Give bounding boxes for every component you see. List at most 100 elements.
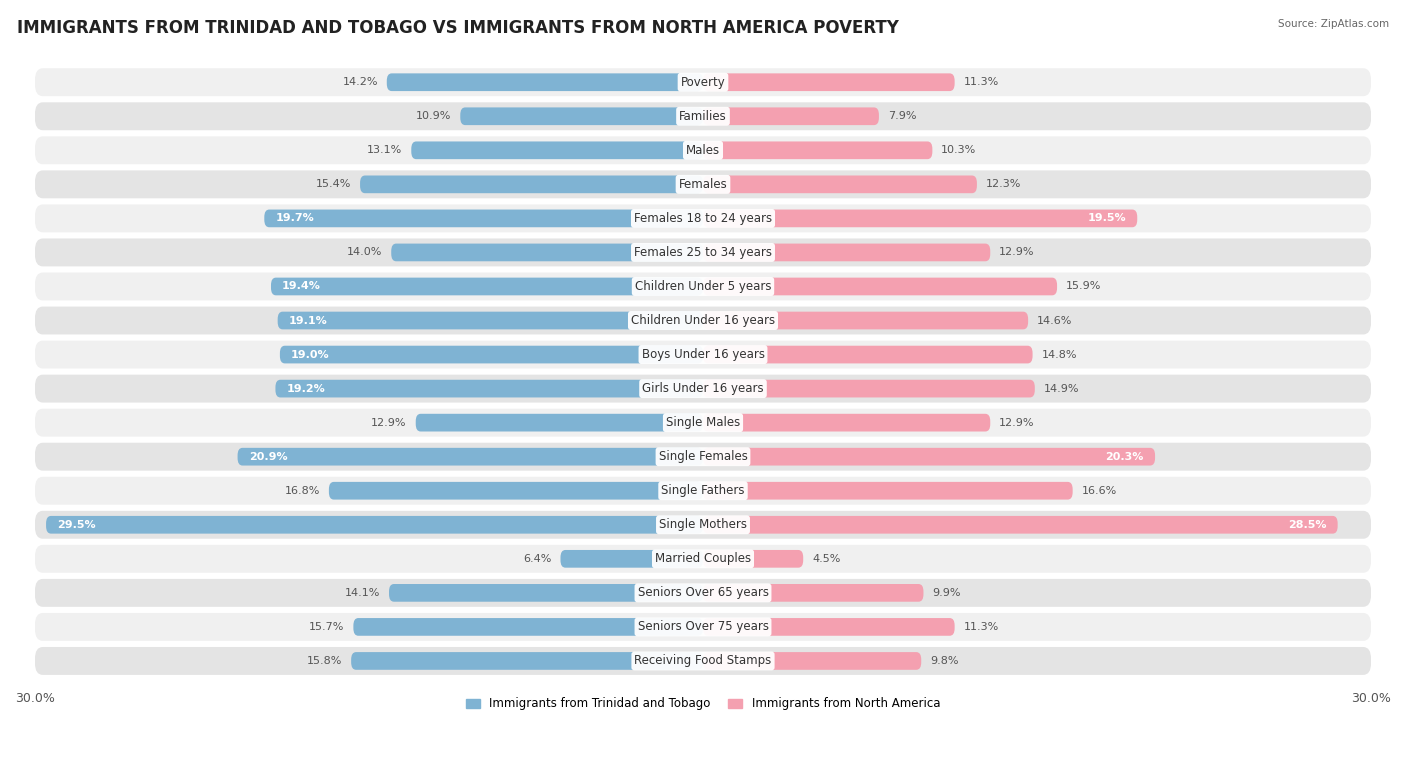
FancyBboxPatch shape (460, 108, 703, 125)
Text: 15.8%: 15.8% (307, 656, 342, 666)
FancyBboxPatch shape (276, 380, 703, 397)
FancyBboxPatch shape (35, 306, 1371, 334)
Text: 15.7%: 15.7% (309, 622, 344, 632)
Text: 19.4%: 19.4% (283, 281, 321, 292)
FancyBboxPatch shape (412, 142, 703, 159)
FancyBboxPatch shape (703, 277, 1057, 296)
Text: 20.3%: 20.3% (1105, 452, 1144, 462)
Text: 14.6%: 14.6% (1038, 315, 1073, 325)
Text: 14.2%: 14.2% (343, 77, 378, 87)
Text: Boys Under 16 years: Boys Under 16 years (641, 348, 765, 361)
Text: Females: Females (679, 178, 727, 191)
Text: 11.3%: 11.3% (963, 622, 998, 632)
FancyBboxPatch shape (35, 136, 1371, 164)
FancyBboxPatch shape (703, 448, 1156, 465)
FancyBboxPatch shape (35, 511, 1371, 539)
Text: 12.9%: 12.9% (371, 418, 406, 428)
Text: 28.5%: 28.5% (1288, 520, 1326, 530)
Text: 19.2%: 19.2% (287, 384, 325, 393)
FancyBboxPatch shape (703, 550, 803, 568)
Text: IMMIGRANTS FROM TRINIDAD AND TOBAGO VS IMMIGRANTS FROM NORTH AMERICA POVERTY: IMMIGRANTS FROM TRINIDAD AND TOBAGO VS I… (17, 19, 898, 37)
FancyBboxPatch shape (703, 312, 1028, 330)
Text: 13.1%: 13.1% (367, 146, 402, 155)
FancyBboxPatch shape (280, 346, 703, 363)
FancyBboxPatch shape (360, 176, 703, 193)
Text: Seniors Over 75 years: Seniors Over 75 years (637, 620, 769, 634)
Text: Families: Families (679, 110, 727, 123)
Text: Single Males: Single Males (666, 416, 740, 429)
Text: 6.4%: 6.4% (523, 554, 551, 564)
Text: Males: Males (686, 144, 720, 157)
Text: 4.5%: 4.5% (813, 554, 841, 564)
FancyBboxPatch shape (46, 516, 703, 534)
FancyBboxPatch shape (35, 477, 1371, 505)
Text: Children Under 16 years: Children Under 16 years (631, 314, 775, 327)
FancyBboxPatch shape (416, 414, 703, 431)
Text: 19.0%: 19.0% (291, 349, 329, 359)
Text: 19.1%: 19.1% (288, 315, 328, 325)
FancyBboxPatch shape (277, 312, 703, 330)
Text: Single Females: Single Females (658, 450, 748, 463)
Text: Females 18 to 24 years: Females 18 to 24 years (634, 212, 772, 225)
Text: Poverty: Poverty (681, 76, 725, 89)
FancyBboxPatch shape (703, 209, 1137, 227)
Text: 14.0%: 14.0% (347, 247, 382, 258)
Text: 12.3%: 12.3% (986, 180, 1021, 190)
FancyBboxPatch shape (703, 584, 924, 602)
Text: 9.9%: 9.9% (932, 588, 960, 598)
FancyBboxPatch shape (703, 516, 1337, 534)
FancyBboxPatch shape (271, 277, 703, 296)
FancyBboxPatch shape (35, 613, 1371, 641)
FancyBboxPatch shape (238, 448, 703, 465)
Text: Single Mothers: Single Mothers (659, 518, 747, 531)
FancyBboxPatch shape (703, 380, 1035, 397)
Text: 7.9%: 7.9% (887, 111, 917, 121)
Text: 14.8%: 14.8% (1042, 349, 1077, 359)
Text: 10.3%: 10.3% (941, 146, 977, 155)
Text: Females 25 to 34 years: Females 25 to 34 years (634, 246, 772, 259)
FancyBboxPatch shape (561, 550, 703, 568)
FancyBboxPatch shape (35, 68, 1371, 96)
FancyBboxPatch shape (387, 74, 703, 91)
Text: 14.1%: 14.1% (344, 588, 380, 598)
FancyBboxPatch shape (35, 409, 1371, 437)
FancyBboxPatch shape (264, 209, 703, 227)
Text: 10.9%: 10.9% (416, 111, 451, 121)
FancyBboxPatch shape (703, 176, 977, 193)
FancyBboxPatch shape (703, 346, 1032, 363)
Text: Girls Under 16 years: Girls Under 16 years (643, 382, 763, 395)
Text: 15.9%: 15.9% (1066, 281, 1101, 292)
FancyBboxPatch shape (35, 205, 1371, 233)
Text: 29.5%: 29.5% (58, 520, 96, 530)
Text: 12.9%: 12.9% (1000, 247, 1035, 258)
FancyBboxPatch shape (35, 647, 1371, 675)
Legend: Immigrants from Trinidad and Tobago, Immigrants from North America: Immigrants from Trinidad and Tobago, Imm… (461, 693, 945, 716)
Text: 16.6%: 16.6% (1081, 486, 1116, 496)
FancyBboxPatch shape (703, 243, 990, 262)
FancyBboxPatch shape (703, 74, 955, 91)
Text: 11.3%: 11.3% (963, 77, 998, 87)
FancyBboxPatch shape (35, 443, 1371, 471)
FancyBboxPatch shape (35, 579, 1371, 607)
FancyBboxPatch shape (353, 618, 703, 636)
Text: Children Under 5 years: Children Under 5 years (634, 280, 772, 293)
Text: Seniors Over 65 years: Seniors Over 65 years (637, 587, 769, 600)
FancyBboxPatch shape (35, 545, 1371, 573)
Text: Single Fathers: Single Fathers (661, 484, 745, 497)
FancyBboxPatch shape (35, 374, 1371, 402)
Text: Receiving Food Stamps: Receiving Food Stamps (634, 654, 772, 668)
FancyBboxPatch shape (35, 171, 1371, 199)
FancyBboxPatch shape (352, 652, 703, 670)
FancyBboxPatch shape (703, 142, 932, 159)
Text: 14.9%: 14.9% (1043, 384, 1080, 393)
Text: Married Couples: Married Couples (655, 553, 751, 565)
FancyBboxPatch shape (35, 239, 1371, 266)
FancyBboxPatch shape (35, 273, 1371, 300)
Text: 19.7%: 19.7% (276, 214, 314, 224)
FancyBboxPatch shape (703, 618, 955, 636)
Text: 19.5%: 19.5% (1087, 214, 1126, 224)
FancyBboxPatch shape (35, 102, 1371, 130)
Text: 9.8%: 9.8% (931, 656, 959, 666)
Text: 16.8%: 16.8% (284, 486, 321, 496)
FancyBboxPatch shape (391, 243, 703, 262)
